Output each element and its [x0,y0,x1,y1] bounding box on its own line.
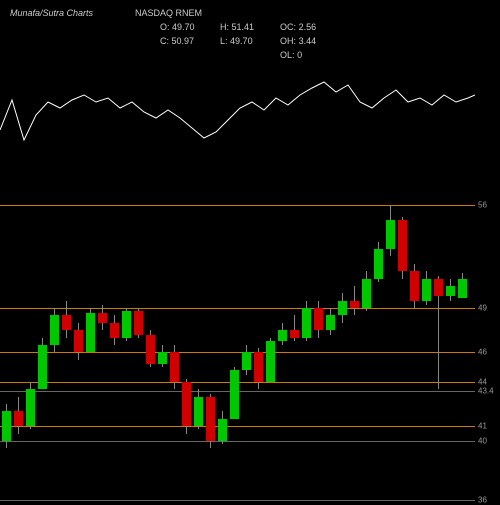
horizontal-level [0,205,475,206]
horizontal-level [0,441,475,442]
horizontal-level [0,426,475,427]
level-label: 36 [478,496,487,505]
level-label: 56 [478,200,487,209]
horizontal-level [0,352,475,353]
horizontal-level [0,500,475,501]
level-label: 44 [478,377,487,386]
horizontal-level [0,308,475,309]
level-label: 49 [478,304,487,313]
indicator-panel [0,60,475,145]
level-label: 41 [478,422,487,431]
ticker-title: NASDAQ RNEM [135,8,202,18]
source-title: Munafa/Sutra Charts [10,8,93,18]
level-label: 43.4 [478,386,494,395]
indicator-line-chart [0,60,475,145]
ohlc-readout: O: 49.70 H: 51.41 OC: 2.56 C: 50.97 L: 4… [160,20,325,62]
level-label: 40 [478,436,487,445]
level-label: 46 [478,348,487,357]
candlestick-panel: 5649464443.4414036 [0,190,475,500]
